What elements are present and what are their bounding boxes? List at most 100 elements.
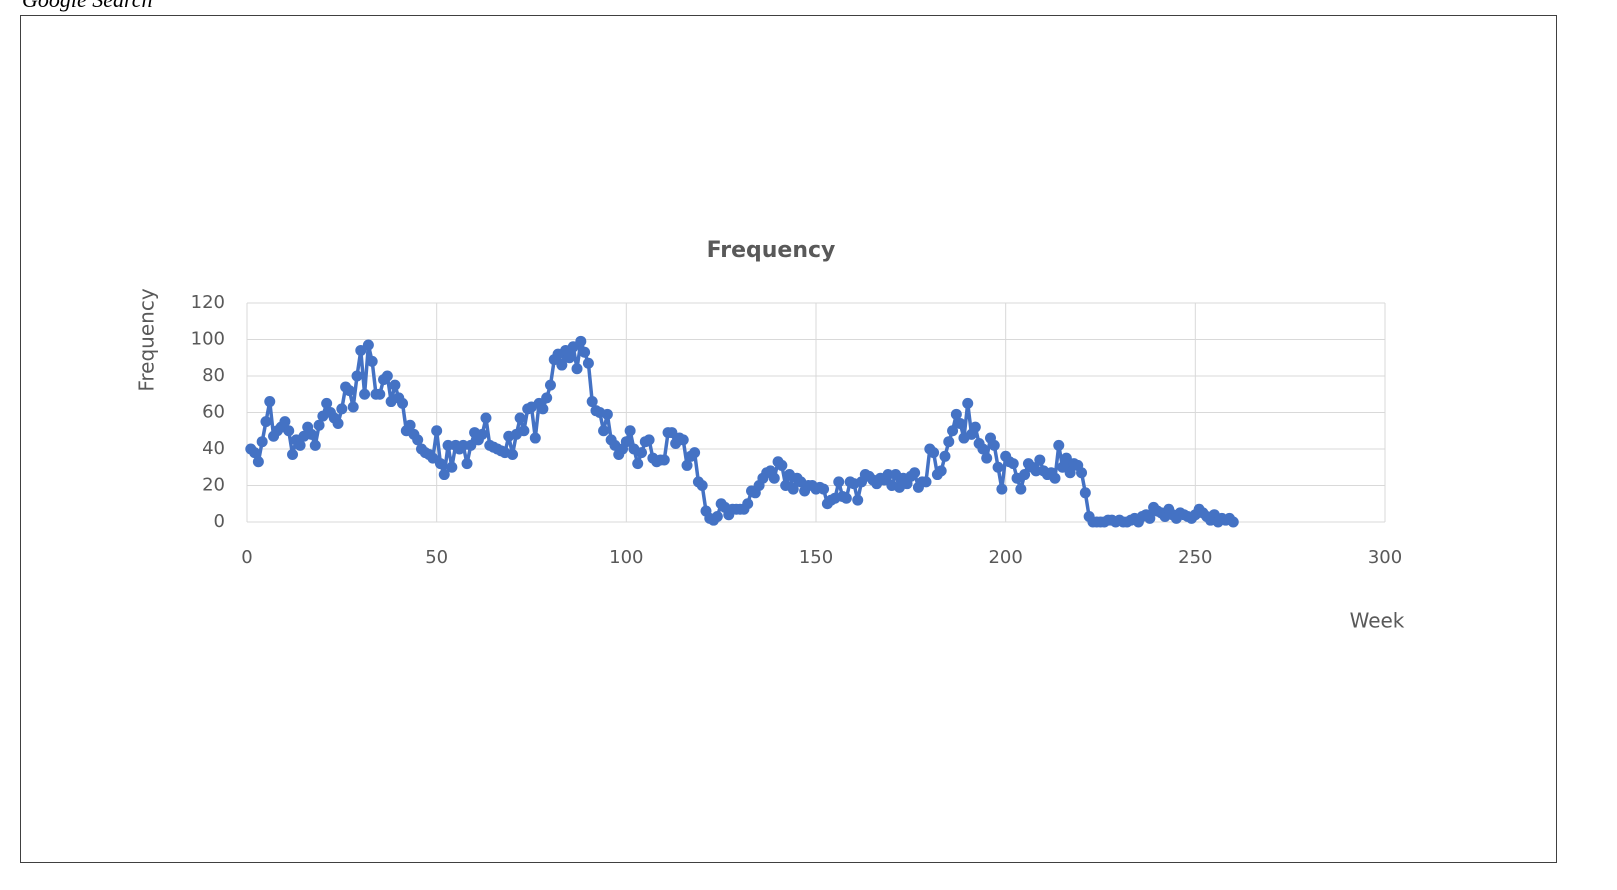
x-tick-label: 150: [799, 547, 833, 568]
data-point: [571, 363, 583, 375]
x-tick-label: 0: [241, 547, 252, 568]
data-point: [586, 396, 598, 408]
data-point: [1076, 467, 1088, 479]
data-point: [283, 425, 295, 437]
data-point: [1064, 467, 1076, 479]
data-point: [1053, 439, 1065, 451]
x-tick-label: 250: [1178, 547, 1212, 568]
data-point: [962, 397, 974, 409]
data-point: [1060, 452, 1072, 464]
data-point: [366, 355, 378, 367]
data-point: [909, 467, 921, 479]
data-point: [833, 476, 845, 488]
data-point: [389, 379, 401, 391]
data-point: [446, 461, 458, 473]
data-point: [1034, 454, 1046, 466]
data-point: [658, 454, 670, 466]
x-axis-label: Week: [1350, 609, 1405, 633]
x-tick-label: 100: [609, 547, 643, 568]
data-point: [294, 439, 306, 451]
data-point: [666, 427, 678, 439]
y-tick-label: 40: [202, 438, 225, 459]
data-point: [935, 465, 947, 477]
data-point: [636, 447, 648, 459]
data-point: [677, 434, 689, 446]
data-point: [249, 447, 261, 459]
data-point: [507, 448, 519, 460]
data-point: [336, 403, 348, 415]
data-point: [624, 425, 636, 437]
data-point: [1144, 512, 1156, 524]
data-point: [818, 483, 830, 495]
data-point: [852, 494, 864, 506]
data-point: [776, 459, 788, 471]
data-point: [787, 483, 799, 495]
data-point: [992, 461, 1004, 473]
data-point: [920, 476, 932, 488]
data-point: [1019, 469, 1031, 481]
data-point: [541, 392, 553, 404]
data-point: [579, 346, 591, 358]
data-point: [696, 480, 708, 491]
y-axis-label: Frequency: [135, 288, 159, 391]
data-point: [996, 483, 1008, 495]
x-tick-label: 200: [988, 547, 1022, 568]
data-point: [309, 439, 321, 451]
data-point: [1049, 472, 1061, 484]
y-tick-label: 120: [191, 292, 225, 313]
data-point: [954, 417, 966, 429]
data-point: [359, 388, 371, 400]
data-point: [427, 452, 439, 464]
data-point: [840, 492, 852, 504]
data-point: [343, 385, 355, 397]
data-point: [537, 403, 549, 415]
y-tick-label: 0: [214, 511, 225, 532]
data-point: [351, 370, 363, 382]
data-point: [643, 434, 655, 446]
data-point: [476, 428, 488, 440]
data-point: [544, 379, 556, 391]
data-point: [711, 511, 723, 523]
data-point: [1057, 461, 1069, 473]
data-point: [260, 416, 272, 428]
data-point: [287, 448, 299, 460]
data-point: [518, 425, 530, 437]
data-point: [347, 401, 359, 413]
data-point: [461, 458, 473, 470]
x-tick-label: 50: [425, 547, 448, 568]
data-point: [1030, 465, 1042, 477]
data-point: [977, 443, 989, 455]
data-point: [313, 419, 325, 431]
data-point: [374, 388, 386, 400]
data-point: [529, 432, 541, 444]
data-point: [567, 341, 579, 353]
data-point: [1227, 516, 1239, 528]
data-point: [928, 447, 940, 459]
data-point: [882, 469, 894, 481]
data-point: [404, 419, 416, 431]
data-point: [947, 425, 959, 437]
data-point: [1007, 458, 1019, 470]
data-point: [939, 450, 951, 462]
data-point: [465, 439, 477, 451]
y-tick-label: 20: [202, 475, 225, 496]
data-point: [632, 458, 644, 470]
data-point: [442, 439, 454, 451]
data-point: [355, 344, 367, 356]
data-point: [305, 428, 317, 440]
data-point: [689, 447, 701, 459]
data-point: [381, 370, 393, 382]
y-tick-label: 100: [191, 329, 225, 350]
data-point: [950, 408, 962, 420]
data-point: [252, 456, 264, 468]
data-point: [412, 434, 424, 446]
data-point: [620, 436, 632, 448]
data-point: [480, 412, 492, 424]
data-point: [601, 408, 613, 420]
x-tick-label: 300: [1368, 547, 1402, 568]
data-point: [598, 425, 610, 437]
data-point: [742, 498, 754, 510]
data-point: [988, 439, 1000, 451]
